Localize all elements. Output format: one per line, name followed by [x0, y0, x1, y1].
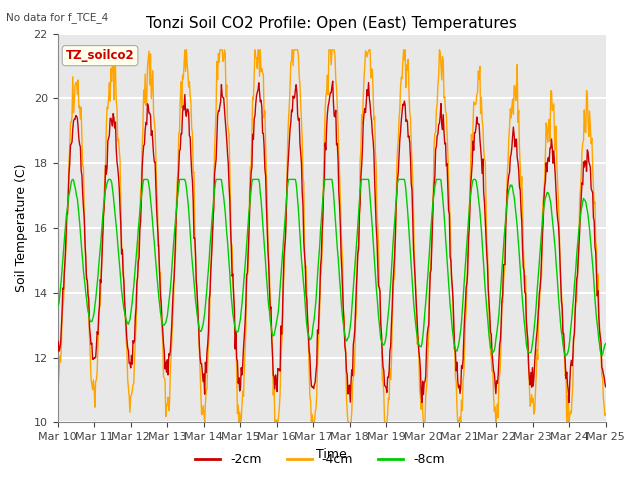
Text: TZ_soilco2: TZ_soilco2: [66, 49, 134, 62]
Text: No data for f_TCE_4: No data for f_TCE_4: [6, 12, 109, 23]
Title: Tonzi Soil CO2 Profile: Open (East) Temperatures: Tonzi Soil CO2 Profile: Open (East) Temp…: [146, 16, 517, 31]
Y-axis label: Soil Temperature (C): Soil Temperature (C): [15, 164, 28, 292]
X-axis label: Time: Time: [316, 448, 347, 461]
Legend: -2cm, -4cm, -8cm: -2cm, -4cm, -8cm: [190, 448, 450, 471]
